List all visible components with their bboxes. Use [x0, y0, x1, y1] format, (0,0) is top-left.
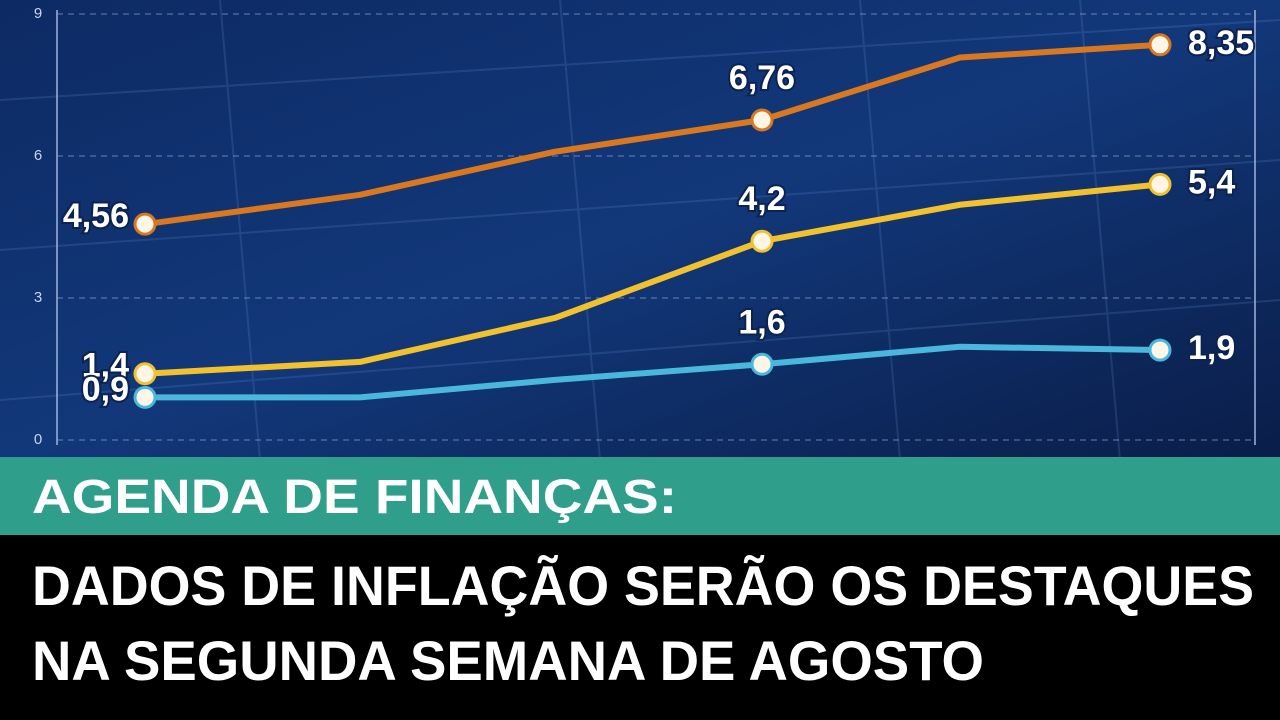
y-tick-label: 3 — [34, 289, 42, 306]
series-line — [145, 343, 1161, 401]
y-tick-label: 0 — [34, 431, 42, 448]
headline-line: DADOS DE INFLAÇÃO SERÃO OS DESTAQUES — [32, 554, 1254, 617]
series-line — [144, 41, 1161, 228]
point-marker — [1148, 172, 1172, 196]
data-label: 5,4 — [1188, 163, 1235, 201]
point-marker — [750, 352, 774, 376]
point-marker — [750, 108, 774, 132]
data-label: 1,4 — [82, 347, 129, 385]
y-tick-label: 9 — [34, 5, 42, 22]
data-label: 6,76 — [729, 59, 795, 97]
data-label: 0,9 — [82, 370, 129, 408]
point-marker — [133, 385, 157, 409]
background-grid — [0, 0, 1280, 461]
data-label: 4,2 — [738, 180, 785, 218]
data-label: 1,9 — [1188, 329, 1235, 367]
background — [0, 0, 1280, 460]
point-marker — [1148, 338, 1172, 362]
point-marker — [1148, 33, 1172, 57]
point-marker — [750, 229, 774, 253]
point-marker — [133, 362, 157, 386]
kicker-band — [0, 457, 1280, 535]
data-label: 8,35 — [1188, 24, 1254, 62]
kicker: AGENDA DE FINANÇAS: — [32, 471, 677, 524]
point-marker — [133, 212, 157, 236]
headline-band — [0, 535, 1280, 720]
series-line — [144, 181, 1161, 377]
y-tick-label: 6 — [34, 147, 42, 164]
headline-line: NA SEGUNDA SEMANA DE AGOSTO — [32, 629, 984, 692]
data-label: 4,56 — [63, 197, 129, 235]
data-label: 1,6 — [738, 303, 785, 341]
